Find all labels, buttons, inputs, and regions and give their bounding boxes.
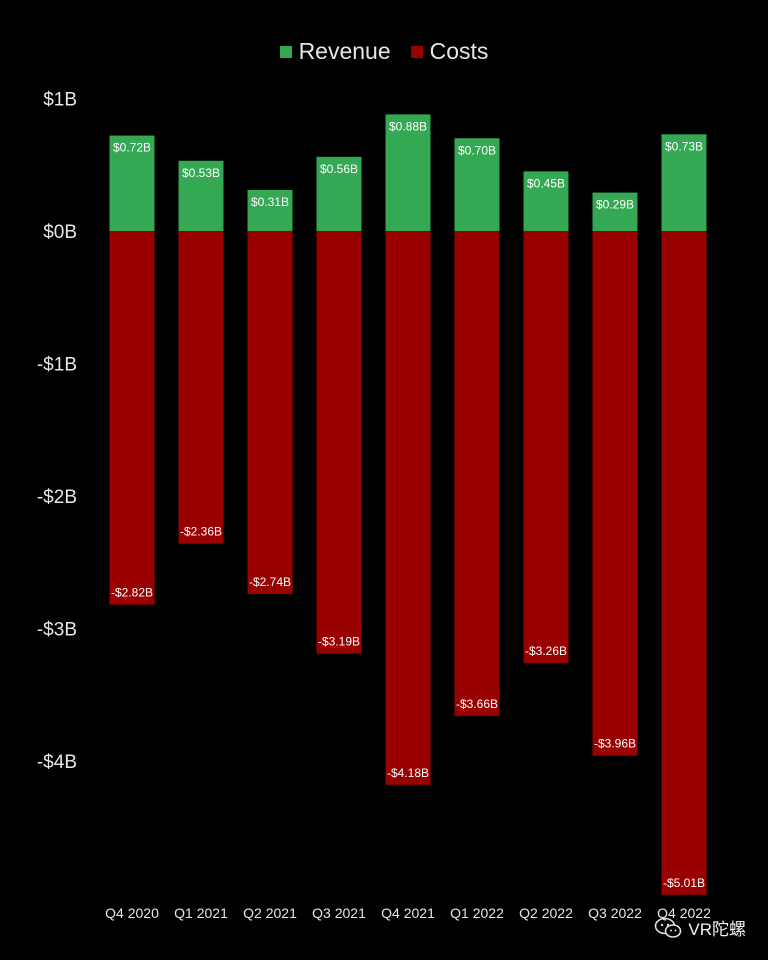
data-label-costs: -$3.66B <box>456 697 498 711</box>
y-tick-label: -$4B <box>37 752 77 773</box>
legend-item-revenue[interactable]: Revenue <box>279 38 391 65</box>
data-label-revenue: $0.45B <box>527 176 565 190</box>
y-axis: $1B $0B -$1B -$2B -$3B -$4B <box>37 90 77 774</box>
watermark-text: VR陀螺 <box>688 920 746 939</box>
legend-item-costs[interactable]: Costs <box>410 38 489 65</box>
data-label-costs: -$3.19B <box>318 635 360 649</box>
bar-costs[interactable] <box>178 231 224 544</box>
x-tick-label: Q1 2022 <box>450 905 504 921</box>
legend-swatch-revenue <box>279 45 292 58</box>
data-label-revenue: $0.56B <box>320 162 358 176</box>
bar-costs[interactable] <box>109 231 155 605</box>
x-tick-label: Q4 2022 <box>657 905 711 921</box>
bar-costs[interactable] <box>385 231 431 785</box>
wechat-icon <box>655 917 682 938</box>
bar-revenue[interactable] <box>109 135 155 231</box>
data-label-revenue: $0.70B <box>458 143 496 157</box>
y-tick-label: -$1B <box>37 355 77 376</box>
legend: Revenue Costs <box>0 38 768 65</box>
bar-revenue[interactable] <box>661 134 707 231</box>
x-axis: Q4 2020 Q1 2021 Q2 2021 Q3 2021 Q4 2021 Q1 20… <box>105 905 711 921</box>
bar-costs[interactable] <box>661 231 707 895</box>
x-tick-label: Q1 2021 <box>174 905 228 921</box>
data-label-revenue: $0.73B <box>665 139 703 153</box>
bar-costs[interactable] <box>316 231 362 654</box>
data-label-revenue: $0.53B <box>182 166 220 180</box>
data-label-revenue: $0.29B <box>596 198 634 212</box>
bar-revenue[interactable] <box>247 189 293 231</box>
y-tick-label: $0B <box>43 222 77 243</box>
data-label-costs: -$2.74B <box>249 575 291 589</box>
data-label-revenue: $0.31B <box>251 195 289 209</box>
bar-revenue[interactable] <box>385 114 431 231</box>
bar-revenue[interactable] <box>592 192 638 231</box>
data-label-costs: -$4.18B <box>387 766 429 780</box>
bar-revenue[interactable] <box>454 138 500 231</box>
bars <box>109 114 707 895</box>
x-tick-label: Q4 2020 <box>105 905 159 921</box>
bar-costs[interactable] <box>592 231 638 756</box>
y-tick-label: $1B <box>43 90 77 111</box>
bar-revenue[interactable] <box>316 156 362 231</box>
bar-labels: $0.72B -$2.82B $0.53B -$2.36B $0.31B -$2.74B $… <box>111 119 705 889</box>
watermark: VR陀螺 <box>654 915 746 940</box>
legend-label-costs: Costs <box>429 38 489 64</box>
legend-swatch-costs <box>410 45 423 58</box>
bar-revenue[interactable] <box>178 160 224 231</box>
data-label-revenue: $0.72B <box>113 141 151 155</box>
y-tick-label: -$3B <box>37 620 77 641</box>
data-label-costs: -$3.26B <box>525 644 567 658</box>
x-tick-label: Q4 2021 <box>381 905 435 921</box>
data-label-costs: -$2.82B <box>111 586 153 600</box>
x-tick-label: Q3 2022 <box>588 905 642 921</box>
y-tick-label: -$2B <box>37 487 77 508</box>
bar-costs[interactable] <box>523 231 569 663</box>
bar-revenue[interactable] <box>523 171 569 231</box>
bar-costs[interactable] <box>247 231 293 595</box>
data-label-costs: -$5.01B <box>663 876 705 890</box>
data-label-revenue: $0.88B <box>389 119 427 133</box>
legend-label-revenue: Revenue <box>298 38 391 64</box>
x-tick-label: Q2 2022 <box>519 905 573 921</box>
data-label-costs: -$3.96B <box>594 737 636 751</box>
x-tick-label: Q2 2021 <box>243 905 297 921</box>
x-tick-label: Q3 2021 <box>312 905 366 921</box>
bar-costs[interactable] <box>454 231 500 716</box>
data-label-costs: -$2.36B <box>180 525 222 539</box>
